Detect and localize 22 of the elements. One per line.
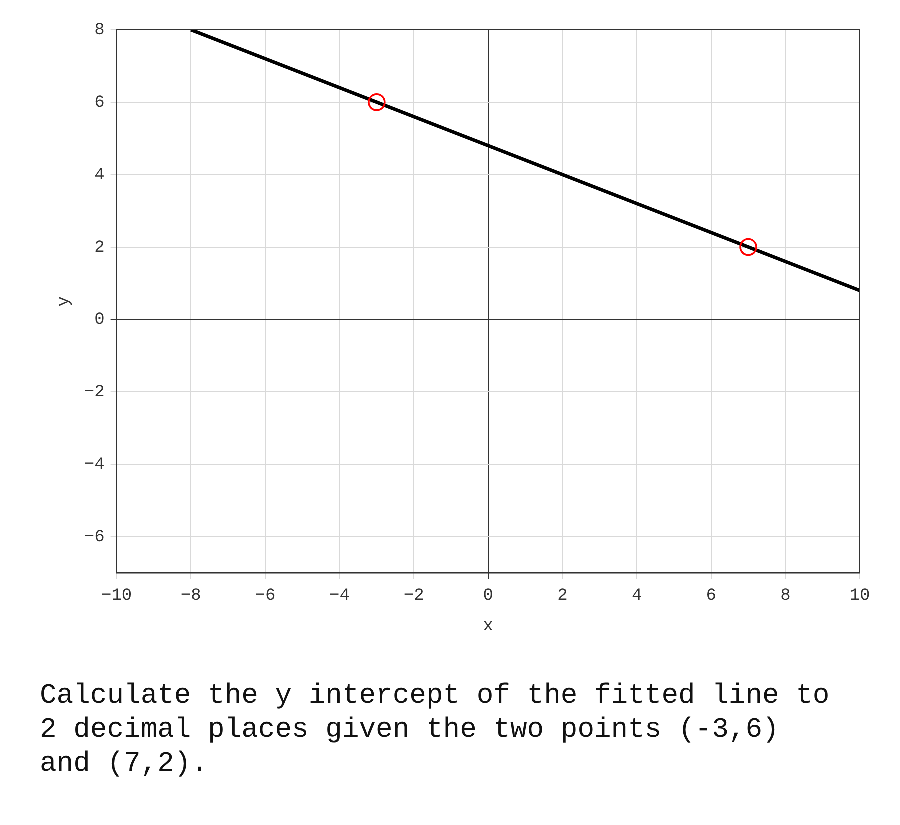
x-tick-label: 10 <box>850 586 870 606</box>
y-tick-label: 0 <box>94 311 105 330</box>
y-tick-label: −4 <box>84 456 105 476</box>
y-tick-label: 2 <box>94 238 105 258</box>
x-tick-label: 8 <box>780 586 791 606</box>
x-tick-label: 0 <box>483 586 494 606</box>
x-tick-label: 2 <box>558 586 568 606</box>
x-tick-label: −6 <box>255 586 276 606</box>
y-axis-title: y <box>56 296 75 307</box>
y-tick-label: 6 <box>94 94 105 113</box>
y-tick-label: 8 <box>94 22 105 40</box>
y-tick-label: 4 <box>94 166 105 186</box>
y-tick-label: −6 <box>84 528 105 548</box>
x-tick-label: −10 <box>102 586 132 606</box>
x-axis-title: x <box>483 617 494 636</box>
x-tick-label: −4 <box>330 586 350 606</box>
x-tick-label: 6 <box>706 586 716 606</box>
x-tick-label: −8 <box>180 586 202 606</box>
x-tick-label: 4 <box>632 586 642 606</box>
x-tick-label: −2 <box>404 586 424 606</box>
text: Calculate the y intercept of the fitted line to 2 decimal places given the two points (-3,6) and (7,2). <box>40 680 830 782</box>
y-tick-label: −2 <box>84 384 105 403</box>
